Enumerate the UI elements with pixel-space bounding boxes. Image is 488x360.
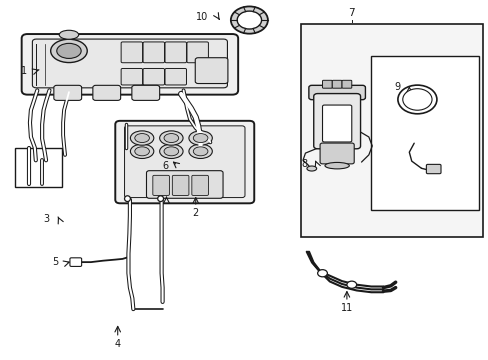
FancyBboxPatch shape: [70, 258, 81, 266]
Text: 9: 9: [394, 82, 400, 92]
Ellipse shape: [158, 196, 163, 202]
FancyBboxPatch shape: [320, 143, 353, 164]
Ellipse shape: [163, 147, 178, 156]
FancyBboxPatch shape: [426, 165, 440, 174]
FancyBboxPatch shape: [115, 121, 254, 203]
Ellipse shape: [130, 144, 154, 158]
Bar: [300, 24, 483, 237]
Circle shape: [402, 89, 431, 110]
FancyBboxPatch shape: [132, 85, 159, 100]
Text: 10: 10: [195, 12, 207, 22]
FancyBboxPatch shape: [21, 34, 238, 95]
Text: 8: 8: [301, 159, 307, 169]
FancyBboxPatch shape: [146, 171, 223, 198]
FancyBboxPatch shape: [322, 80, 331, 88]
Ellipse shape: [193, 134, 207, 143]
FancyBboxPatch shape: [191, 175, 208, 195]
FancyBboxPatch shape: [54, 85, 81, 100]
FancyBboxPatch shape: [331, 80, 341, 88]
Bar: [15, 148, 61, 187]
Text: 5: 5: [52, 257, 58, 267]
FancyBboxPatch shape: [164, 42, 186, 63]
FancyBboxPatch shape: [153, 175, 169, 195]
FancyBboxPatch shape: [186, 42, 208, 63]
Bar: [370, 56, 478, 211]
FancyBboxPatch shape: [143, 68, 164, 85]
Ellipse shape: [57, 43, 81, 58]
FancyBboxPatch shape: [308, 85, 365, 100]
Ellipse shape: [163, 134, 178, 143]
Ellipse shape: [59, 30, 79, 39]
FancyBboxPatch shape: [93, 85, 121, 100]
Circle shape: [397, 85, 436, 114]
Ellipse shape: [124, 196, 130, 202]
FancyBboxPatch shape: [143, 42, 164, 63]
Text: 3: 3: [43, 215, 49, 224]
FancyBboxPatch shape: [341, 80, 351, 88]
Circle shape: [237, 11, 261, 29]
Ellipse shape: [188, 144, 212, 158]
FancyBboxPatch shape: [164, 68, 186, 85]
Ellipse shape: [325, 162, 348, 169]
Ellipse shape: [188, 131, 212, 145]
FancyBboxPatch shape: [124, 126, 244, 198]
FancyBboxPatch shape: [32, 39, 227, 88]
Text: 4: 4: [114, 339, 121, 349]
FancyBboxPatch shape: [313, 94, 360, 149]
Text: 2: 2: [192, 208, 199, 218]
Ellipse shape: [306, 166, 316, 171]
Ellipse shape: [130, 131, 154, 145]
FancyBboxPatch shape: [121, 68, 142, 85]
Circle shape: [230, 6, 267, 34]
FancyBboxPatch shape: [195, 58, 227, 84]
Ellipse shape: [159, 131, 183, 145]
Ellipse shape: [135, 147, 149, 156]
Text: 7: 7: [348, 8, 354, 18]
Ellipse shape: [159, 144, 183, 158]
FancyBboxPatch shape: [172, 175, 188, 195]
Ellipse shape: [193, 147, 207, 156]
Circle shape: [346, 281, 356, 288]
Circle shape: [317, 270, 327, 277]
Ellipse shape: [51, 39, 87, 63]
FancyBboxPatch shape: [322, 105, 351, 142]
FancyBboxPatch shape: [121, 42, 142, 63]
Text: 6: 6: [163, 161, 168, 171]
Text: 1: 1: [21, 66, 27, 76]
Text: 11: 11: [340, 303, 352, 313]
Ellipse shape: [135, 134, 149, 143]
